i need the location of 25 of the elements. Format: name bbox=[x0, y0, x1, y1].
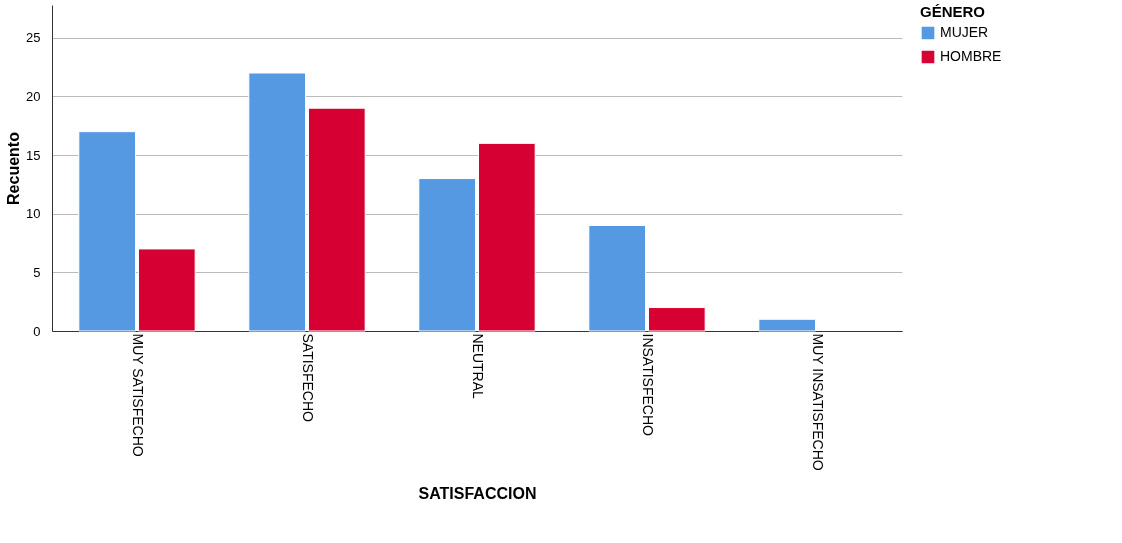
y-tick-label: 20 bbox=[26, 88, 41, 104]
bar bbox=[78, 131, 137, 332]
bar bbox=[137, 248, 196, 332]
y-tick-label: 10 bbox=[26, 206, 41, 222]
bar bbox=[307, 107, 366, 332]
y-tick-label: 0 bbox=[33, 323, 41, 339]
bar bbox=[477, 142, 536, 332]
x-tick-label: SATISFECHO bbox=[300, 333, 316, 423]
x-tick-label: MUY INSATISFECHO bbox=[810, 333, 826, 471]
bar bbox=[418, 178, 477, 332]
x-tick-label: NEUTRAL bbox=[470, 333, 486, 400]
legend-label: MUJER bbox=[940, 24, 989, 40]
bar bbox=[588, 224, 647, 332]
y-tick-label: 15 bbox=[26, 147, 41, 163]
y-tick-label: 5 bbox=[33, 264, 41, 280]
legend-label: HOMBRE bbox=[940, 48, 1002, 64]
bar bbox=[248, 72, 307, 332]
x-tick-label: MUY SATISFECHO bbox=[130, 333, 146, 457]
x-axis-title: SATISFACCION bbox=[418, 484, 537, 502]
y-axis-title: Recuento bbox=[5, 131, 23, 205]
bar bbox=[647, 307, 706, 332]
x-tick-label: INSATISFECHO bbox=[640, 333, 656, 437]
bar bbox=[758, 318, 817, 332]
legend-title: GÉNERO bbox=[920, 3, 986, 20]
y-tick-label: 25 bbox=[26, 30, 41, 46]
